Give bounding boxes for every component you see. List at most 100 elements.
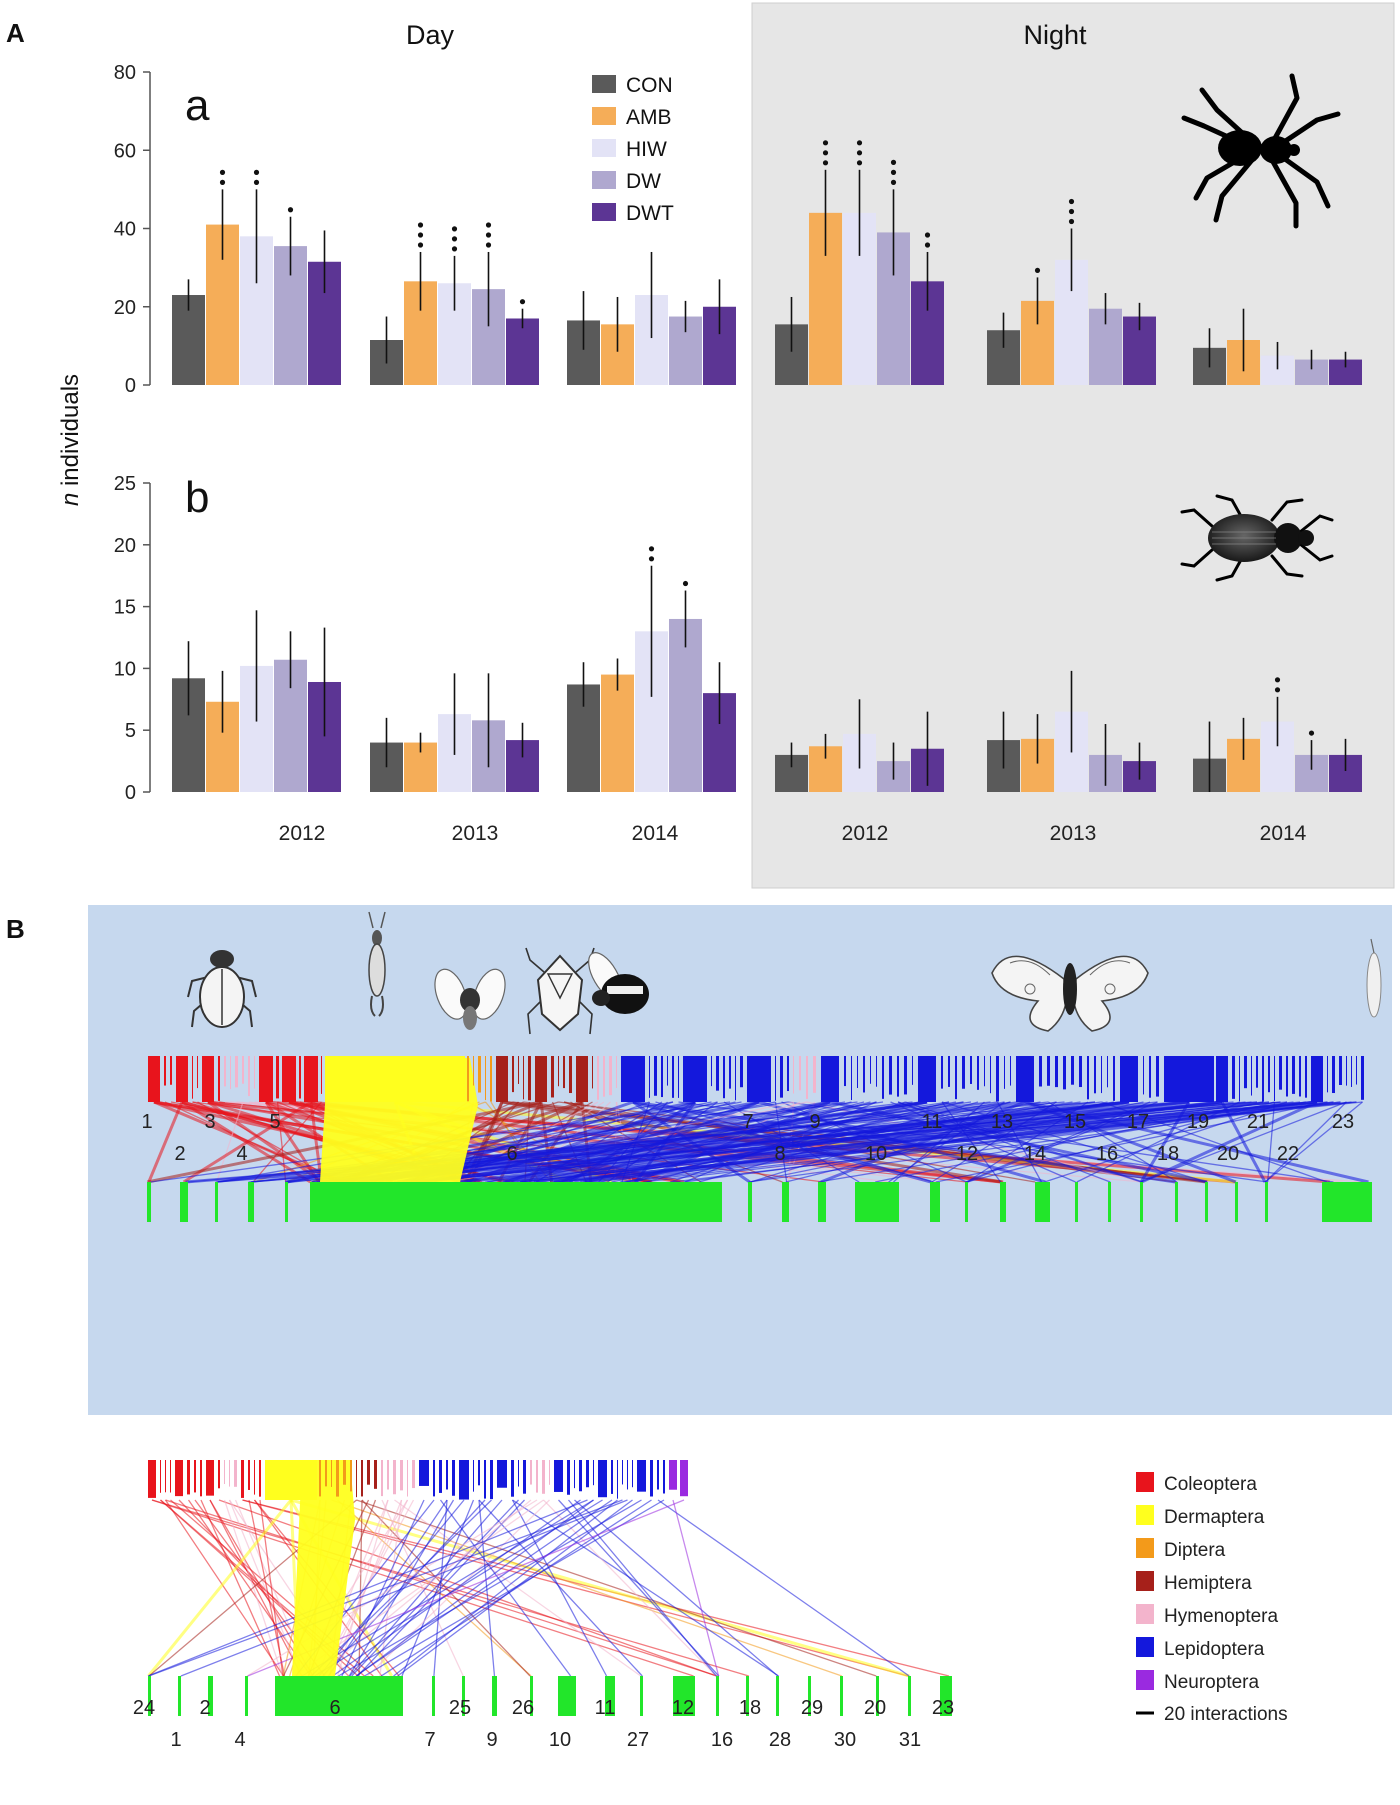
insect-node [224,1056,226,1087]
insect-node [490,1460,493,1500]
plant-label-11: 11 [595,1697,616,1719]
insect-node [304,1056,318,1102]
network-links [147,1460,950,1678]
insect-node [793,1056,794,1094]
insect-node [649,1056,650,1098]
insect-node [170,1056,172,1085]
legend-swatch-con [592,75,616,93]
insect-node [977,1056,979,1090]
interaction-link [312,1101,1288,1183]
insect-node [1305,1056,1307,1098]
significance-marker [856,150,863,156]
insect-node [276,1056,279,1099]
significance-marker [253,179,260,185]
insect-node [523,1460,526,1494]
insect-node [393,1460,396,1495]
night-title: Night [1023,20,1087,50]
interaction-link [380,1499,652,1677]
insect-node [857,1056,858,1088]
subplot-label-a: a [185,81,210,130]
insect-node [242,1056,244,1084]
significance-marker [253,169,260,175]
plant-node-1 [148,1676,151,1716]
insect-node [576,1056,588,1102]
interaction-link [935,1101,1328,1183]
plant-label-18: 18 [739,1697,761,1719]
plant-label-4: 4 [236,1143,247,1165]
plant-node-5 [285,1182,288,1222]
plant-label-24: 24 [133,1697,155,1719]
interaction-link [316,1499,532,1677]
plant-node-12 [640,1676,643,1716]
insect-node [598,1460,607,1498]
legend-swatch-amb [592,107,616,125]
insect-node [265,1460,317,1500]
insect-node [1327,1056,1328,1093]
insect-node [200,1460,202,1497]
y-tick-label-a: 80 [114,62,136,84]
legend-label-lepidoptera: Lepidoptera [1164,1639,1265,1660]
insect-node [1156,1056,1159,1097]
interaction-link [259,1499,284,1677]
plant-label-25: 25 [449,1697,471,1719]
plant-label-16: 16 [711,1729,733,1751]
insect-node [248,1056,250,1097]
plant-label-10: 10 [549,1729,571,1751]
interaction-link [147,1101,184,1183]
insect-node [627,1460,628,1490]
plant-label-27: 27 [627,1729,649,1751]
y-axis-b: 0 5 10 15 20 25 [114,473,151,804]
plant-node-14 [1035,1182,1050,1222]
interaction-link [478,1499,496,1677]
interaction-link [478,1499,643,1677]
significance-marker [1308,730,1315,736]
insect-node [912,1056,913,1085]
plant-label-20: 20 [1217,1143,1239,1165]
insect-node [467,1056,469,1102]
plant-node-21 [1265,1182,1268,1222]
plant-node-2 [180,1182,188,1222]
significance-marker [890,169,897,175]
insect-node [419,1460,429,1486]
ground-beetle-icon [1180,494,1334,582]
insect-node [1071,1056,1074,1085]
significance-marker [485,232,492,238]
interaction-link [276,1101,287,1183]
plant-label-5: 5 [269,1111,280,1133]
insect-node [511,1460,514,1497]
insect-node [1286,1056,1288,1097]
insect-node [1149,1056,1151,1098]
insect-node [325,1460,327,1487]
insect-node [187,1460,190,1495]
legend-swatch-coleoptera [1136,1472,1154,1492]
insect-node [1262,1056,1264,1102]
interaction-link [1267,1101,1276,1183]
significance-marker [451,226,458,232]
plant-node-9 [530,1676,533,1716]
insect-node [218,1056,220,1101]
insect-node [680,1460,688,1497]
insect-node [1047,1056,1050,1086]
interaction-link [164,1101,337,1183]
interaction-link [197,1101,339,1183]
insect-node [1055,1056,1058,1088]
interaction-link [344,1101,1357,1183]
insect-node [224,1460,225,1485]
insect-node [518,1056,519,1084]
insect-node [611,1460,613,1494]
insect-node [586,1460,589,1488]
insect-node [882,1056,884,1099]
insect-node [202,1056,214,1102]
interaction-link [512,1499,779,1677]
significance-marker [822,140,829,146]
interaction-link [1140,1100,1318,1184]
interaction-link [357,1499,525,1677]
insect-node [412,1460,415,1489]
insect-node [490,1056,492,1102]
insect-node [473,1056,474,1086]
insect-node [941,1056,943,1089]
insect-node [970,1056,972,1084]
insect-node [259,1460,261,1497]
insect-node [551,1056,554,1098]
